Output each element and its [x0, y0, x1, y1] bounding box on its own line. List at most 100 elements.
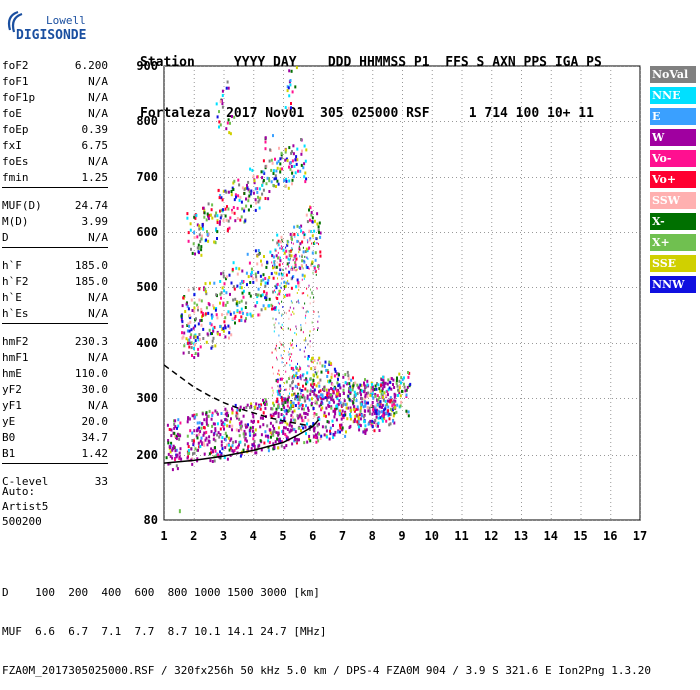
grid-dot [296, 232, 297, 233]
grid-dot [496, 177, 497, 178]
grid-dot [462, 266, 463, 267]
grid-dot [313, 286, 314, 287]
echo-point [234, 219, 236, 222]
echo-point [316, 384, 318, 387]
grid-dot [432, 130, 433, 131]
grid-dot [220, 520, 221, 521]
grid-dot [484, 177, 485, 178]
grid-dot [432, 214, 433, 215]
grid-dot [521, 438, 522, 439]
grid-dot [432, 142, 433, 143]
grid-dot [521, 518, 522, 519]
grid-dot [432, 494, 433, 495]
grid-dot [462, 518, 463, 519]
grid-dot [462, 334, 463, 335]
echo-point [321, 371, 323, 374]
grid-dot [462, 342, 463, 343]
echo-point [313, 415, 315, 418]
grid-dot [640, 287, 641, 288]
echo-point [249, 313, 251, 316]
grid-dot [252, 287, 253, 288]
grid-dot [540, 520, 541, 521]
echo-point [286, 423, 288, 426]
echo-point [257, 314, 259, 317]
echo-point [193, 356, 195, 359]
grid-dot [581, 474, 582, 475]
grid-dot [372, 338, 373, 339]
grid-dot [551, 350, 552, 351]
grid-dot [551, 486, 552, 487]
grid-dot [313, 114, 314, 115]
grid-dot [551, 306, 552, 307]
echo-point [230, 313, 232, 316]
grid-dot [521, 122, 522, 123]
grid-dot [462, 442, 463, 443]
grid-dot [402, 214, 403, 215]
grid-dot [372, 130, 373, 131]
grid-dot [164, 302, 165, 303]
grid-dot [283, 502, 284, 503]
grid-dot [402, 66, 403, 67]
grid-dot [284, 177, 285, 178]
grid-dot [491, 166, 492, 167]
grid-dot [194, 354, 195, 355]
grid-dot [610, 66, 611, 67]
grid-dot [432, 174, 433, 175]
echo-point [236, 428, 238, 431]
grid-dot [188, 287, 189, 288]
grid-dot [551, 382, 552, 383]
echo-point [342, 404, 344, 407]
grid-dot [462, 178, 463, 179]
grid-dot [610, 426, 611, 427]
grid-dot [551, 402, 552, 403]
echo-point [299, 226, 301, 229]
grid-dot [551, 346, 552, 347]
grid-dot [404, 343, 405, 344]
grid-dot [348, 121, 349, 122]
grid-dot [432, 520, 433, 521]
grid-dot [200, 177, 201, 178]
grid-dot [616, 520, 617, 521]
echo-point [189, 342, 191, 345]
grid-dot [551, 242, 552, 243]
grid-dot [496, 398, 497, 399]
grid-dot [521, 274, 522, 275]
echo-point [301, 419, 303, 422]
echo-point [228, 437, 230, 440]
grid-dot [462, 426, 463, 427]
grid-dot [264, 121, 265, 122]
echo-point [270, 422, 272, 425]
grid-dot [581, 490, 582, 491]
echo-point [239, 196, 241, 199]
grid-dot [224, 354, 225, 355]
grid-dot [194, 434, 195, 435]
grid-dot [521, 230, 522, 231]
grid-dot [491, 98, 492, 99]
grid-dot [462, 514, 463, 515]
echo-point [207, 240, 209, 243]
grid-dot [581, 378, 582, 379]
grid-dot [521, 286, 522, 287]
grid-dot [540, 177, 541, 178]
grid-dot [224, 150, 225, 151]
grid-dot [581, 274, 582, 275]
echo-point [208, 440, 210, 443]
grid-dot [344, 455, 345, 456]
grid-dot [164, 398, 165, 399]
echo-point [293, 233, 295, 236]
echo-point [277, 432, 279, 435]
grid-dot [164, 202, 165, 203]
echo-point [372, 408, 374, 411]
grid-dot [224, 74, 225, 75]
grid-dot [283, 310, 284, 311]
echo-point [371, 413, 373, 416]
echo-point [201, 437, 203, 440]
grid-dot [300, 343, 301, 344]
echo-point [273, 256, 275, 259]
grid-dot [402, 438, 403, 439]
grid-dot [581, 362, 582, 363]
grid-dot [491, 446, 492, 447]
echo-point [340, 401, 342, 404]
grid-dot [581, 118, 582, 119]
grid-dot [521, 70, 522, 71]
